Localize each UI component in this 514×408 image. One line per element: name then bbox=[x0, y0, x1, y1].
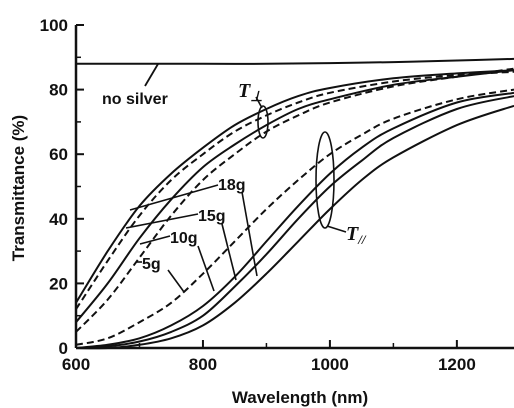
pointer-15g-a bbox=[125, 213, 199, 229]
x-tick-label: 600 bbox=[62, 355, 90, 374]
axis-ticks: 600 800 1000 1200 0 20 40 60 80 100 bbox=[40, 16, 476, 374]
x-tick-label: 800 bbox=[189, 355, 217, 374]
series-line-5 bbox=[75, 88, 514, 346]
series-line-6 bbox=[75, 91, 514, 349]
series-line-4 bbox=[75, 67, 514, 333]
y-tick-label: 100 bbox=[40, 16, 68, 35]
x-tick-label: 1200 bbox=[438, 355, 476, 374]
x-axis-title: Wavelength (nm) bbox=[232, 388, 368, 407]
series-line-8 bbox=[75, 104, 514, 350]
no-silver-label: no silver bbox=[102, 91, 168, 108]
t-par-ellipse bbox=[315, 131, 335, 229]
t-par-letter: T bbox=[346, 223, 359, 245]
label-15g: 15g bbox=[198, 208, 226, 225]
y-tick-label: 0 bbox=[59, 339, 68, 358]
series-line-2 bbox=[75, 70, 514, 310]
pointer-18g-b bbox=[241, 191, 258, 277]
t-par-pointer bbox=[326, 225, 347, 233]
pointer-10g-a bbox=[139, 235, 171, 245]
series-line-0 bbox=[75, 57, 514, 65]
t-perp-ellipse bbox=[257, 105, 269, 139]
label-5g: 5g bbox=[142, 256, 161, 273]
pointer-10g-b bbox=[197, 245, 215, 292]
no-silver-pointer bbox=[144, 63, 159, 87]
y-tick-label: 80 bbox=[49, 81, 68, 100]
series-line-7 bbox=[75, 95, 514, 349]
t-perp-letter: T bbox=[238, 80, 251, 102]
y-axis-title: Transmittance (%) bbox=[9, 115, 28, 261]
y-tick-label: 40 bbox=[49, 210, 68, 229]
label-18g: 18g bbox=[218, 177, 246, 194]
t-par-label: T// bbox=[346, 223, 367, 247]
pointer-15g-b bbox=[221, 223, 237, 281]
series-line-3 bbox=[75, 69, 514, 323]
x-tick-label: 1000 bbox=[311, 355, 349, 374]
pointer-18g-a bbox=[129, 184, 219, 211]
y-tick-label: 60 bbox=[49, 145, 68, 164]
annotations: no silver T⊥ T// 18g 15g 10g 5g bbox=[102, 63, 367, 293]
label-10g: 10g bbox=[170, 230, 198, 247]
t-par-subscript: // bbox=[357, 232, 367, 247]
pointer-5g-b bbox=[167, 269, 185, 293]
y-tick-label: 20 bbox=[49, 274, 68, 293]
